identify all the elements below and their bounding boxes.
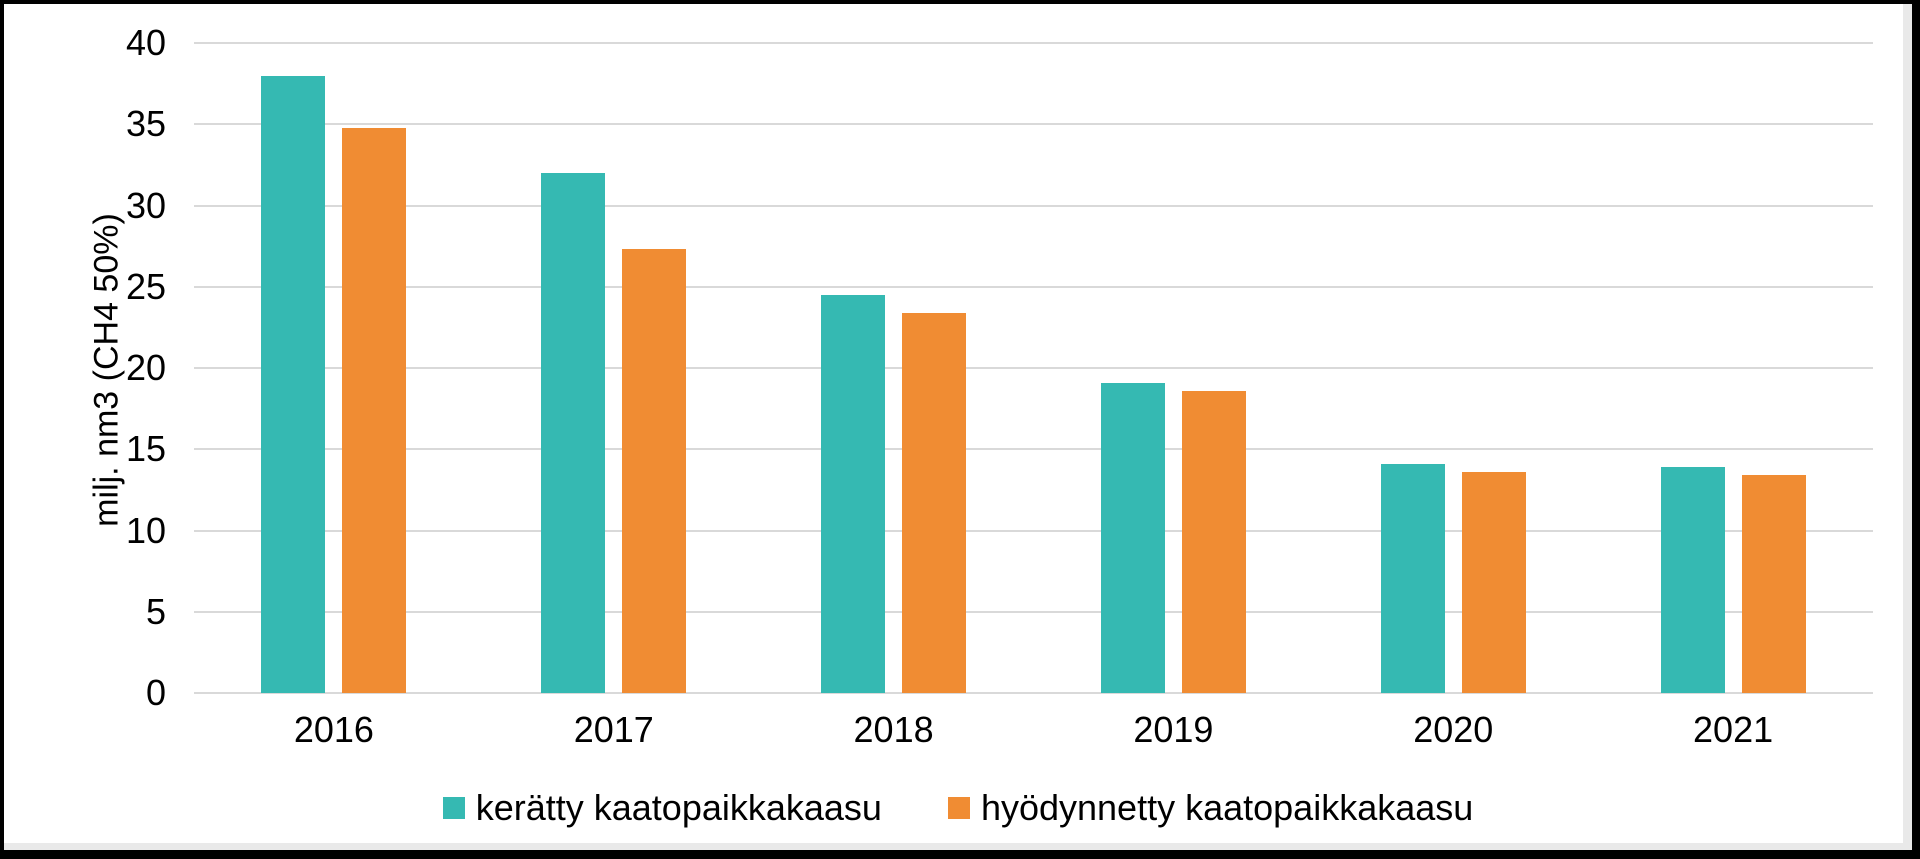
legend-swatch-collected-gas [442,797,465,819]
x-tick-label-2019: 2019 [1133,709,1214,750]
y-tick-label-15: 15 [125,428,166,470]
legend-label-collected-gas: kerätty kaatopaikkakaasu [475,787,882,828]
gridline-y-15 [194,448,1873,451]
legend-label-utilized-gas: hyödynnetty kaatopaikkakaasu [980,787,1474,828]
legend-swatch-utilized-gas [947,797,970,819]
bar-2021-series-1 [1741,475,1806,693]
legend-item-utilized-gas: hyödynnetty kaatopaikkakaasu [947,787,1474,828]
gridline-y-30 [194,204,1873,207]
x-tick-label-2021: 2021 [1693,709,1774,750]
bar-2018-series-1 [902,312,967,693]
bar-2020-series-1 [1461,472,1526,693]
y-tick-label-20: 20 [125,347,166,388]
bar-2019-series-1 [1181,390,1246,693]
y-tick-label-30: 30 [125,184,166,226]
y-tick-label-40: 40 [125,22,166,63]
gridline-y-20 [194,367,1873,369]
bar-2018-series-0 [821,294,886,693]
gridline-y-10 [194,529,1873,532]
gridline-y-5 [194,610,1873,613]
y-tick-label-5: 5 [145,590,166,632]
gridline-y-40 [194,42,1873,44]
bar-2019-series-0 [1100,382,1165,693]
x-tick-label-2016: 2016 [293,709,374,750]
bar-2020-series-0 [1380,463,1445,693]
x-tick-label-2017: 2017 [573,709,654,750]
bar-2016-series-1 [342,127,407,693]
gridline-y-35 [194,123,1873,126]
legend-item-collected-gas: kerätty kaatopaikkakaasu [442,787,882,828]
y-tick-label-35: 35 [125,103,166,145]
bar-2017-series-0 [541,173,606,693]
x-tick-label-2018: 2018 [853,709,934,750]
y-tick-label-0: 0 [145,672,166,713]
legend: kerätty kaatopaikkakaasu hyödynnetty kaa… [4,790,1912,826]
chart-canvas: milj. nm3 (CH4 50%) 0 5 10 15 20 25 30 35 40 201… [4,4,1912,850]
gridline-y-0 [194,692,1873,694]
x-tick-label-2020: 2020 [1413,709,1494,750]
bar-2016-series-0 [261,75,326,693]
plot-area [194,42,1873,694]
bar-2017-series-1 [622,249,687,693]
bar-2021-series-0 [1660,467,1725,693]
y-tick-label-25: 25 [125,265,166,307]
gridline-y-25 [194,285,1873,288]
y-tick-label-10: 10 [125,509,166,551]
